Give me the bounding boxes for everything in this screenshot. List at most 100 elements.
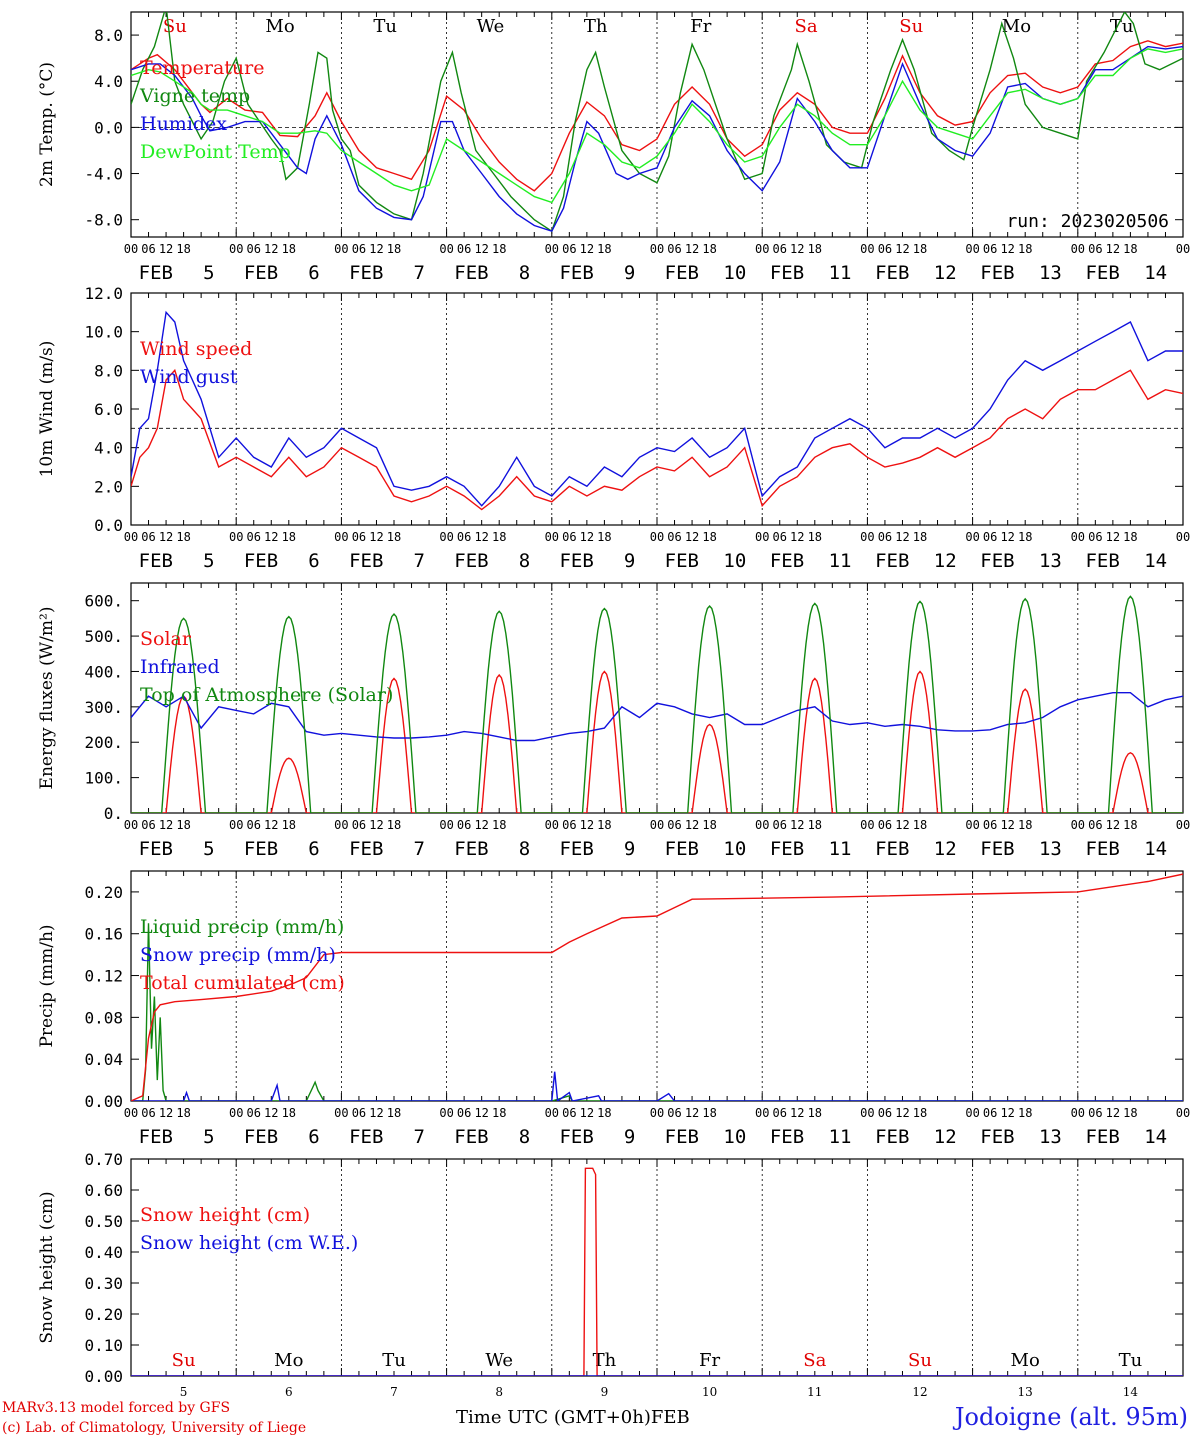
hour-tick-label: 06 (1088, 1106, 1102, 1120)
hour-tick-label: 18 (597, 1106, 611, 1120)
month-label: FEB (980, 550, 1014, 572)
y-tick-label: 0.00 (84, 1092, 123, 1111)
y-tick-label: 0.16 (84, 925, 123, 944)
weekday-label: We (485, 1350, 513, 1371)
y-tick-label: 4.0 (94, 72, 123, 91)
y-tick-label: 12.0 (84, 284, 123, 303)
day-number-label: 8 (519, 1126, 530, 1148)
series-line-dewpoint-temp (131, 48, 1183, 204)
hour-tick-label: 06 (247, 530, 261, 544)
day-number-label: 8 (519, 262, 530, 284)
month-label: FEB (665, 550, 699, 572)
month-label: FEB (665, 1126, 699, 1148)
month-label: FEB (875, 1126, 909, 1148)
day-number-label: 9 (601, 1385, 609, 1399)
month-label: FEB (770, 550, 804, 572)
hour-tick-label: 06 (562, 242, 576, 256)
hour-tick-label: 06 (667, 1106, 681, 1120)
weekday-label: Su (163, 16, 187, 37)
hour-tick-label: 06 (667, 242, 681, 256)
series-group (131, 310, 1183, 511)
y-tick-label: 8.0 (94, 361, 123, 380)
hour-tick-label: 12 (1106, 530, 1120, 544)
hour-tick-label: 00 (545, 242, 559, 256)
weekday-label: Fr (690, 16, 711, 37)
day-number-label: 6 (285, 1385, 293, 1399)
y-tick-label: 8.0 (94, 26, 123, 45)
hour-tick-label: 00 (229, 1106, 243, 1120)
hour-tick-label: 18 (808, 1106, 822, 1120)
series-line-top-of-atmosphere-solar- (131, 595, 1183, 813)
weekday-label: Tu (1119, 1350, 1143, 1371)
hour-tick-label: 00 (334, 242, 348, 256)
y-axis-title: 10m Wind (m/s) (37, 341, 57, 478)
legend-entry: Snow height (cm) (140, 1204, 310, 1226)
hour-tick-label: 06 (352, 1106, 366, 1120)
hour-tick-label: 06 (878, 1106, 892, 1120)
hour-tick-label: 06 (1088, 242, 1102, 256)
day-number-label: 6 (308, 550, 319, 572)
month-label: FEB (349, 262, 383, 284)
day-number-label: 14 (1144, 550, 1167, 572)
hour-tick-label: 12 (474, 530, 488, 544)
hour-tick-label: 12 (1106, 1106, 1120, 1120)
day-number-label: 9 (624, 262, 635, 284)
weekday-label: Tu (382, 1350, 406, 1371)
hour-tick-label: 12 (369, 818, 383, 832)
weekday-label: Fr (699, 1350, 720, 1371)
day-number-label: 6 (308, 1126, 319, 1148)
hour-tick-label: 12 (264, 242, 278, 256)
series-line-vigne-temp (131, 12, 1183, 233)
hour-tick-label: 06 (247, 242, 261, 256)
weekday-label: Th (584, 16, 608, 37)
hour-tick-label: 12 (369, 1106, 383, 1120)
hour-tick-label: 12 (895, 242, 909, 256)
hour-tick-label: 18 (702, 530, 716, 544)
month-label: FEB (665, 838, 699, 860)
hour-tick-label: 00 (334, 818, 348, 832)
hour-tick-label: 06 (1088, 530, 1102, 544)
y-tick-label: 0.04 (84, 1050, 123, 1069)
hour-tick-label: 18 (702, 242, 716, 256)
hour-tick-label: 06 (562, 1106, 576, 1120)
y-tick-label: 0.0 (94, 516, 123, 535)
hour-tick-label: 06 (667, 530, 681, 544)
hour-tick-label: 00 (860, 1106, 874, 1120)
copyright-credit: (c) Lab. of Climatology, University of L… (2, 1420, 307, 1436)
weekday-label: Su (908, 1350, 932, 1371)
hour-tick-label: 06 (141, 242, 155, 256)
hour-tick-label: 18 (492, 818, 506, 832)
hour-tick-label: 00 (1176, 242, 1190, 256)
hour-tick-label: 12 (264, 818, 278, 832)
y-tick-label: 0.30 (84, 1274, 123, 1293)
hour-tick-label: 18 (1018, 1106, 1032, 1120)
legend-entry: Wind speed (140, 338, 252, 360)
hour-tick-label: 18 (387, 530, 401, 544)
hour-tick-label: 12 (685, 818, 699, 832)
hour-tick-label: 18 (282, 242, 296, 256)
hour-tick-label: 00 (650, 1106, 664, 1120)
hour-tick-label: 12 (895, 818, 909, 832)
hour-tick-label: 18 (492, 242, 506, 256)
day-number-label: 12 (912, 1385, 927, 1399)
hour-tick-label: 12 (685, 530, 699, 544)
hour-tick-label: 06 (878, 530, 892, 544)
hour-tick-label: 00 (1176, 530, 1190, 544)
hour-tick-label: 18 (1018, 242, 1032, 256)
month-label: FEB (875, 550, 909, 572)
y-tick-label: 0.08 (84, 1008, 123, 1027)
day-number-label: 7 (414, 838, 425, 860)
hour-tick-label: 06 (247, 818, 261, 832)
hour-tick-label: 18 (597, 530, 611, 544)
day-number-label: 7 (414, 550, 425, 572)
y-tick-label: 500. (84, 627, 123, 646)
hour-tick-label: 06 (562, 530, 576, 544)
hour-tick-label: 00 (650, 242, 664, 256)
y-tick-label: 200. (84, 733, 123, 752)
day-number-label: 14 (1144, 262, 1167, 284)
series-group (131, 1167, 1183, 1376)
model-credit: MARv3.13 model forced by GFS (2, 1400, 231, 1416)
month-label: FEB (139, 838, 173, 860)
hour-tick-label: 06 (457, 1106, 471, 1120)
